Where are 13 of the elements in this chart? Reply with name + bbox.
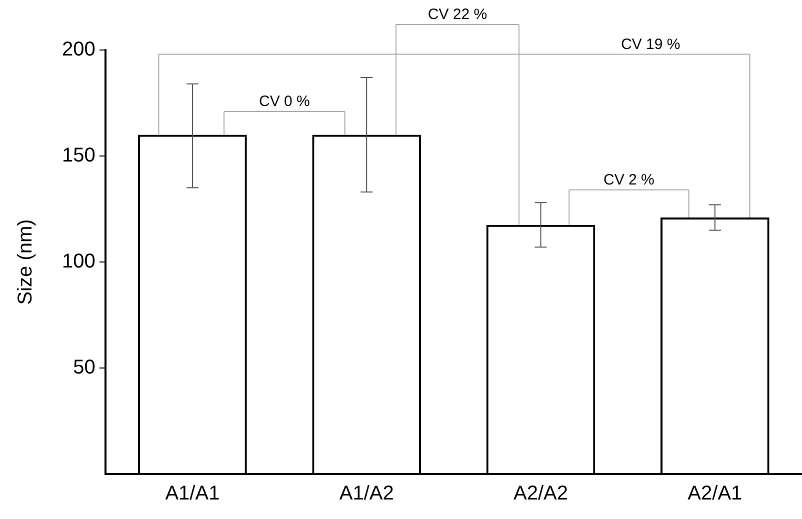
y-tick-label: 50 xyxy=(73,356,96,379)
x-tick-label: A2/A1 xyxy=(688,482,742,505)
x-tick-label: A1/A2 xyxy=(339,482,394,505)
y-tick-label: 100 xyxy=(62,250,96,273)
y-tick-label: 200 xyxy=(62,38,96,61)
x-tick-label: A2/A2 xyxy=(514,482,568,505)
y-tick-label: 150 xyxy=(62,144,96,167)
x-tick-label: A1/A1 xyxy=(165,482,220,505)
annotation: CV 0 % xyxy=(258,93,310,110)
y-axis-title: Size (nm) xyxy=(14,219,37,305)
text: CV 22 % xyxy=(428,6,488,24)
annotation: CV 2 % xyxy=(604,172,654,189)
annotation: CV 19 % xyxy=(621,36,680,53)
